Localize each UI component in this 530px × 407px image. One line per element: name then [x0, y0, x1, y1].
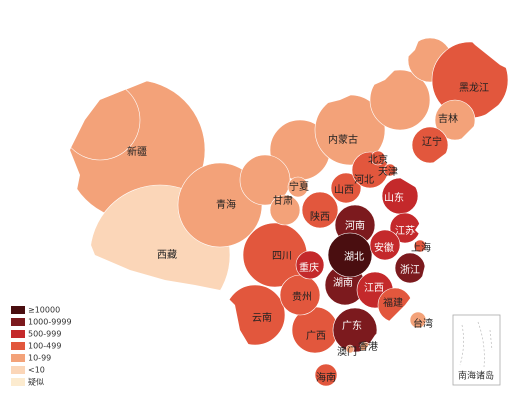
province-label: 重庆 — [299, 261, 319, 274]
province — [370, 150, 386, 166]
province-label: 江西 — [364, 282, 384, 294]
province — [269, 194, 301, 226]
legend-swatch — [11, 378, 25, 386]
province — [434, 99, 476, 141]
legend-label: 1000-9999 — [28, 318, 72, 327]
province-label: 湖南 — [333, 276, 353, 289]
province — [409, 311, 427, 329]
province-label: 云南 — [252, 311, 272, 324]
province-label: 河南 — [345, 219, 365, 232]
legend-swatch — [11, 306, 25, 314]
legend-label: 10-99 — [28, 354, 51, 363]
legend-swatch — [11, 342, 25, 350]
province-label: 香港 — [358, 341, 378, 353]
province-label: 江苏 — [395, 224, 415, 237]
province-label: 辽宁 — [422, 135, 442, 148]
islands — [314, 311, 427, 387]
legend-label: 疑似 — [28, 377, 44, 387]
province — [383, 163, 397, 177]
legend-swatch — [11, 330, 25, 338]
province-label: 天津 — [378, 166, 398, 178]
inset-lines — [459, 321, 493, 368]
province — [327, 232, 373, 278]
province — [295, 250, 325, 280]
legend-label: 100-499 — [28, 342, 61, 351]
province-label: 宁夏 — [289, 180, 309, 193]
province-label: 青海 — [216, 198, 236, 211]
province-label: 上海 — [411, 241, 431, 254]
province-label: 广东 — [342, 319, 362, 332]
province-label: 内蒙古 — [328, 133, 358, 146]
legend: ≥10000 1000-9999 500-999 100-499 10-99 <10 疑似 — [11, 306, 72, 387]
province — [332, 307, 378, 353]
province-label: 澳门 — [337, 345, 357, 358]
province-label: 山东 — [384, 191, 404, 204]
province-label: 吉林 — [438, 112, 458, 125]
legend-swatch — [11, 366, 25, 374]
province-label: 西藏 — [157, 249, 177, 261]
province — [287, 176, 309, 198]
province-label: 新疆 — [127, 145, 147, 158]
province-label: 湖北 — [344, 251, 364, 263]
province — [301, 191, 339, 229]
province-label: 河北 — [354, 174, 374, 186]
legend-label: ≥10000 — [28, 306, 60, 315]
province — [413, 239, 427, 253]
inset-label: 南海诸岛 — [458, 370, 494, 382]
province-label: 福建 — [383, 296, 403, 309]
province-label: 甘肃 — [273, 194, 293, 207]
province-label: 广西 — [306, 330, 326, 342]
mainland — [70, 37, 509, 354]
legend-swatch — [11, 318, 25, 326]
inset-box — [452, 314, 501, 386]
province — [314, 363, 338, 387]
province-label: 陕西 — [310, 210, 330, 223]
legend-label: 500-999 — [28, 330, 61, 339]
province-label: 北京 — [368, 153, 388, 166]
province — [411, 126, 449, 164]
province-label: 四川 — [272, 251, 292, 262]
province-label: 黑龙江 — [459, 81, 489, 94]
province — [330, 172, 362, 204]
province-label: 海南 — [316, 371, 336, 384]
province-label: 浙江 — [400, 264, 420, 276]
legend-swatch — [11, 354, 25, 362]
province — [369, 229, 401, 261]
province-label: 安徽 — [374, 241, 394, 254]
legend-label: <10 — [28, 366, 45, 375]
province-label: 台湾 — [413, 317, 433, 330]
province — [345, 344, 355, 354]
province — [369, 69, 431, 131]
province-label: 山西 — [334, 184, 354, 196]
province — [239, 154, 291, 206]
province-label: 贵州 — [292, 290, 312, 303]
